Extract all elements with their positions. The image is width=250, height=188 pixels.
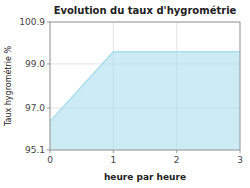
x-tick-label: 3 (237, 155, 243, 165)
chart-container: 95.1 97.0 99.0 100.9 0 1 2 3 Evolution du taux d… (0, 0, 250, 188)
plot-frame (50, 22, 240, 150)
tick (47, 108, 50, 109)
tick (47, 63, 50, 64)
series-group (50, 52, 240, 150)
line (50, 52, 240, 122)
tick (176, 150, 177, 153)
tick (113, 150, 114, 153)
y-tick-label: 97.0 (25, 103, 45, 113)
y-axis-label: Taux hygrométrie % (3, 46, 13, 128)
area (50, 52, 240, 150)
plot-area (50, 22, 240, 150)
tick (50, 150, 51, 153)
x-tick-label: 1 (110, 155, 116, 165)
y-tick-label: 99.0 (25, 59, 45, 69)
title: Evolution du taux d'hygrométrie (54, 5, 237, 16)
chart: 95.1 97.0 99.0 100.9 0 1 2 3 Evolution du taux d… (0, 0, 250, 188)
x-tick-label: 2 (174, 155, 180, 165)
y-tick-label: 95.1 (25, 145, 45, 155)
tick (240, 150, 241, 153)
y-tick-label: 100.9 (19, 17, 45, 27)
x-tick-label: 0 (47, 155, 53, 165)
x-axis-label: heure par heure (104, 172, 186, 182)
tick (47, 22, 50, 23)
